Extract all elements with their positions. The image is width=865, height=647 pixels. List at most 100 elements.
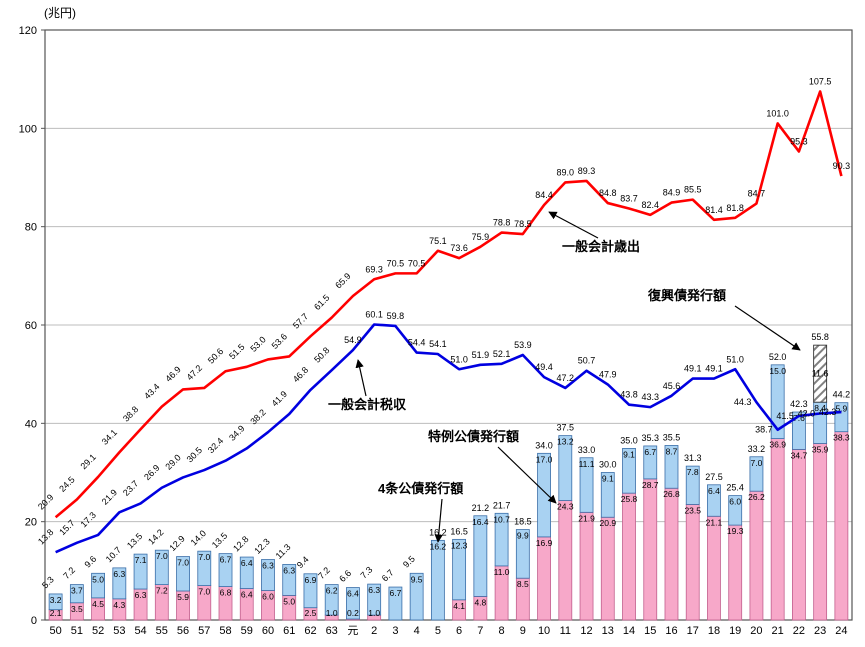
special-value-label: 21.9 bbox=[578, 513, 595, 523]
expenditure-value-label: 24.5 bbox=[57, 474, 76, 493]
special-value-label: 26.2 bbox=[748, 492, 765, 502]
x-axis-tick-label: 14 bbox=[623, 625, 635, 637]
bar-total-label: 21.7 bbox=[493, 500, 511, 510]
bar-segment-construction bbox=[515, 529, 530, 579]
bar-segment-construction bbox=[430, 539, 445, 621]
expenditure-value-label: 53.6 bbox=[270, 331, 289, 350]
bar-segment-construction bbox=[600, 472, 615, 518]
expenditure-value-label: 53.0 bbox=[248, 334, 267, 353]
special-value-label: 3.5 bbox=[71, 604, 83, 614]
special-value-label: 11.0 bbox=[494, 567, 510, 577]
expenditure-value-label: 78.8 bbox=[493, 218, 511, 228]
bar-total-label: 30.0 bbox=[599, 460, 617, 470]
construction-value-label: 16.2 bbox=[430, 541, 447, 551]
tax-value-label: 34.9 bbox=[227, 423, 246, 442]
construction-value-label: 6.7 bbox=[220, 555, 232, 565]
construction-value-label: 6.9 bbox=[305, 575, 317, 585]
special-value-label: 1.0 bbox=[326, 608, 338, 618]
special-value-label: 16.9 bbox=[536, 538, 553, 548]
special-value-label: 6.4 bbox=[241, 590, 253, 600]
expenditure-value-label: 95.3 bbox=[790, 136, 808, 146]
tax-value-label: 32.4 bbox=[206, 436, 225, 455]
bar-segment-construction bbox=[69, 584, 84, 604]
bar-segment-construction bbox=[261, 559, 275, 591]
construction-value-label: 7.6 bbox=[793, 413, 805, 423]
x-axis-tick-label: 50 bbox=[49, 625, 61, 637]
tax-value-label: 42.3 bbox=[819, 407, 837, 417]
bar-total-label: 14.2 bbox=[146, 527, 165, 546]
special-value-label: 5.9 bbox=[177, 592, 189, 602]
bar-total-label: 7.2 bbox=[61, 565, 77, 581]
x-axis-tick-label: 60 bbox=[262, 625, 274, 637]
x-axis-tick-label: 51 bbox=[71, 625, 83, 637]
construction-value-label: 13.2 bbox=[557, 437, 574, 447]
bar-total-label: 5.3 bbox=[40, 574, 56, 590]
expenditure-value-label: 90.3 bbox=[833, 161, 851, 171]
expenditure-value-label: 43.4 bbox=[142, 382, 161, 401]
bar-segment-special bbox=[643, 478, 658, 621]
x-axis-tick-label: 55 bbox=[156, 625, 168, 637]
x-axis-tick-label: 56 bbox=[177, 625, 189, 637]
bar-segment-special bbox=[579, 511, 594, 621]
bar-segment-construction bbox=[409, 572, 424, 621]
y-axis-tick-label: 80 bbox=[25, 222, 37, 234]
tax-value-label: 47.2 bbox=[557, 373, 575, 383]
special-value-label: 1.0 bbox=[368, 608, 380, 618]
tax-value-label: 49.1 bbox=[705, 364, 723, 374]
bar-segment-construction bbox=[388, 586, 403, 621]
expenditure-annotation-arrow bbox=[548, 211, 599, 239]
expenditure-value-label: 81.8 bbox=[726, 203, 744, 213]
x-axis-tick-label: 20 bbox=[750, 625, 762, 637]
construction-value-label: 7.8 bbox=[687, 467, 699, 477]
x-axis-tick-label: 24 bbox=[835, 625, 847, 637]
special-value-label: 4.3 bbox=[113, 600, 125, 610]
bar-total-label: 9.4 bbox=[295, 554, 311, 570]
expenditure-value-label: 29.1 bbox=[78, 452, 97, 471]
bar-segment-construction bbox=[834, 402, 849, 433]
expenditure-value-label: 89.0 bbox=[557, 167, 575, 177]
expenditure-value-label: 51.5 bbox=[227, 342, 246, 361]
tax-value-label: 44.3 bbox=[734, 397, 752, 407]
bar-total-label: 34.0 bbox=[535, 440, 553, 450]
bar-total-label: 27.5 bbox=[705, 472, 723, 482]
bar-total-label: 35.3 bbox=[641, 433, 659, 443]
tax-value-label: 46.8 bbox=[291, 365, 310, 384]
special-value-label: 21.1 bbox=[706, 517, 723, 527]
tax-value-label: 49.4 bbox=[535, 362, 553, 372]
special-value-label: 6.3 bbox=[135, 590, 147, 600]
bar-total-label: 13.5 bbox=[210, 531, 229, 550]
special-value-label: 20.9 bbox=[600, 518, 617, 528]
reconstruction-bond-annotation-arrow bbox=[734, 305, 801, 351]
x-axis-tick-label: 7 bbox=[477, 625, 483, 637]
special-value-label: 28.7 bbox=[642, 480, 659, 490]
x-axis-tick-label: 13 bbox=[602, 625, 614, 637]
special-value-label: 2.1 bbox=[50, 608, 62, 618]
bar-segment-construction bbox=[91, 572, 105, 599]
construction-value-label: 6.7 bbox=[644, 447, 656, 457]
bar-segment-construction bbox=[770, 364, 785, 439]
bar-total-label: 6.7 bbox=[380, 568, 396, 584]
special-value-label: 36.9 bbox=[769, 440, 786, 450]
bar-segment-construction bbox=[452, 538, 467, 601]
tax-value-label: 26.9 bbox=[142, 463, 161, 482]
tax-annotation-arrow bbox=[355, 359, 367, 397]
special-value-label: 35.9 bbox=[812, 444, 829, 454]
bar-segment-construction bbox=[303, 573, 318, 609]
special-value-label: 34.7 bbox=[791, 450, 808, 460]
construction-value-label: 8.7 bbox=[666, 446, 678, 456]
x-axis-tick-label: 61 bbox=[283, 625, 295, 637]
special-value-label: 5.0 bbox=[283, 596, 295, 606]
bar-segment-construction bbox=[346, 587, 360, 620]
bar-segment-construction bbox=[792, 411, 806, 450]
bar-segment-construction bbox=[558, 435, 573, 501]
tax-value-label: 60.1 bbox=[365, 310, 383, 320]
bar-total-label: 6.6 bbox=[337, 568, 353, 584]
expenditure-value-label: 84.8 bbox=[599, 188, 617, 198]
construction-value-label: 6.3 bbox=[262, 561, 274, 571]
tax-value-label: 21.9 bbox=[100, 487, 119, 506]
special-value-label: 4.8 bbox=[474, 597, 486, 607]
construction-value-label: 7.0 bbox=[198, 552, 210, 562]
expenditure-value-label: 82.4 bbox=[641, 200, 659, 210]
construction-value-label: 6.3 bbox=[283, 565, 295, 575]
x-axis-tick-label: 16 bbox=[665, 625, 677, 637]
